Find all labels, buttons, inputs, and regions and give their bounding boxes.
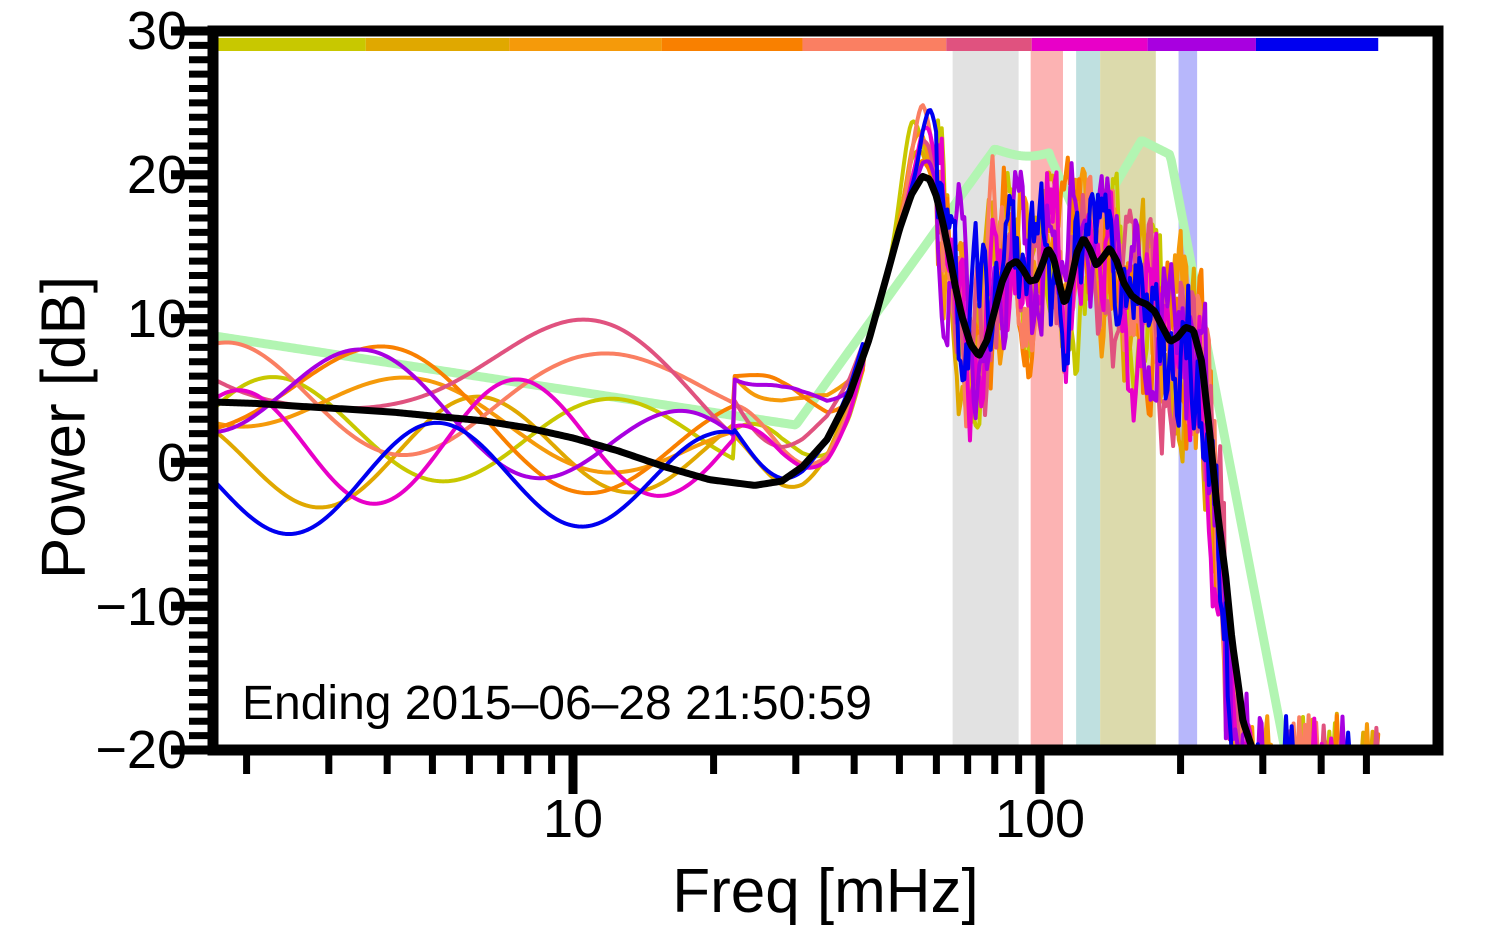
axis-frame-and-ticks	[171, 25, 1444, 794]
colorbar-segment-8	[1147, 38, 1256, 51]
mean-spectrum	[213, 172, 1257, 750]
x-axis-label: Freq [mHz]	[672, 857, 979, 926]
colorbar-segment-3	[509, 38, 662, 51]
x-tick-label-10: 10	[542, 789, 604, 849]
time-colorbar	[213, 38, 1379, 51]
colorbar-segment-1	[213, 38, 366, 51]
spectrum-orange	[213, 131, 1371, 750]
colorbar-segment-4	[661, 38, 803, 51]
colorbar-segment-9	[1255, 38, 1379, 51]
colorbar-segment-2	[365, 38, 510, 51]
x-tick-label-100: 100	[994, 789, 1086, 849]
band-cyan	[1076, 51, 1101, 750]
colorbar-segment-6	[946, 38, 1032, 51]
colorbar-segment-7	[1031, 38, 1148, 51]
ending-timestamp-annotation: Ending 2015–06–28 21:50:59	[242, 677, 872, 730]
spectra-lines-layer	[213, 103, 1381, 750]
spectrum-lightgreen	[213, 136, 1290, 750]
colorbar-segment-5	[802, 38, 947, 51]
